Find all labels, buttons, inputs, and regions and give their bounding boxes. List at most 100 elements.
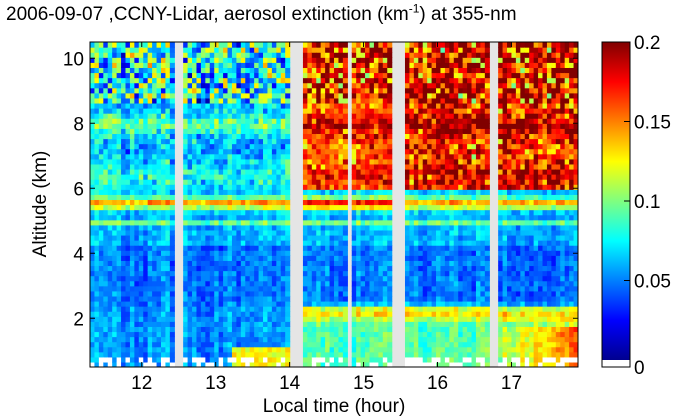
heatmap-cell: [351, 174, 357, 180]
heatmap-cell: [280, 316, 286, 322]
heatmap-cell: [458, 118, 464, 124]
heatmap-cell: [156, 77, 162, 84]
heatmap-cell: [440, 179, 446, 185]
heatmap-cell: [369, 174, 375, 180]
heatmap-cell: [356, 52, 362, 58]
heatmap-cell: [249, 240, 255, 246]
heatmap-cell: [311, 229, 317, 236]
heatmap-cell: [369, 245, 375, 251]
heatmap-cell: [351, 189, 357, 195]
heatmap-cell: [112, 133, 118, 140]
heatmap-cell: [329, 295, 335, 302]
heatmap-cell: [320, 295, 326, 302]
heatmap-cell: [214, 346, 220, 353]
heatmap-cell: [134, 346, 140, 353]
heatmap-cell: [302, 47, 308, 53]
heatmap-cell: [418, 285, 424, 292]
heatmap-cell: [316, 123, 322, 129]
heatmap-cell: [409, 174, 415, 180]
heatmap-cell: [444, 209, 450, 216]
heatmap-cell: [112, 168, 118, 175]
heatmap-cell: [467, 138, 473, 145]
heatmap-cell: [125, 168, 131, 175]
heatmap-cell: [134, 72, 140, 79]
heatmap-cell: [365, 72, 371, 79]
heatmap-cell: [307, 341, 313, 348]
heatmap-cell: [143, 52, 149, 58]
heatmap-cell: [125, 290, 131, 297]
heatmap-cell: [440, 118, 446, 124]
heatmap-cell: [422, 113, 428, 119]
heatmap-cell: [152, 214, 158, 221]
heatmap-cell: [316, 118, 322, 124]
heatmap-cell: [409, 42, 415, 48]
heatmap-cell: [147, 77, 153, 84]
heatmap-cell: [427, 118, 433, 124]
heatmap-cell: [90, 158, 96, 165]
heatmap-cell: [373, 224, 379, 231]
heatmap-cell: [285, 153, 291, 160]
heatmap-cell: [121, 214, 127, 221]
heatmap-cell: [147, 265, 153, 272]
heatmap-cell: [334, 113, 340, 119]
heatmap-cell: [209, 179, 215, 185]
heatmap-cell: [334, 285, 340, 292]
heatmap-cell: [125, 240, 131, 246]
heatmap-cell: [125, 153, 131, 160]
heatmap-cell: [103, 321, 109, 327]
heatmap-cell: [231, 102, 237, 109]
heatmap-cell: [325, 128, 331, 135]
heatmap-cell: [471, 72, 477, 79]
heatmap-cell: [467, 321, 473, 327]
heatmap-cell: [98, 285, 104, 292]
heatmap-cell: [285, 316, 291, 322]
heatmap-cell: [236, 260, 242, 267]
heatmap-cell: [431, 260, 437, 267]
heatmap-cell: [409, 250, 415, 256]
heatmap-cell: [311, 42, 317, 48]
heatmap-cell: [116, 179, 122, 185]
heatmap-cell: [98, 311, 104, 317]
heatmap-cell: [467, 326, 473, 333]
heatmap-cell: [373, 184, 379, 190]
heatmap-cell: [147, 113, 153, 119]
heatmap-cell: [125, 82, 131, 89]
heatmap-cell: [453, 224, 459, 231]
heatmap-cell: [453, 67, 459, 74]
heatmap-cell: [311, 138, 317, 145]
heatmap-cell: [254, 346, 260, 353]
heatmap-cell: [103, 295, 109, 302]
heatmap-cell: [436, 102, 442, 109]
heatmap-cell: [311, 143, 317, 150]
heatmap-cell: [125, 280, 131, 287]
heatmap-cell: [436, 97, 442, 104]
heatmap-cell: [227, 118, 233, 124]
heatmap-cell: [307, 52, 313, 58]
heatmap-cell: [183, 290, 189, 297]
heatmap-cell: [94, 229, 100, 236]
heatmap-cell: [156, 331, 162, 338]
heatmap-cell: [183, 42, 189, 48]
heatmap-cell: [200, 113, 206, 119]
heatmap-cell: [342, 128, 348, 135]
heatmap-cell: [263, 295, 269, 302]
heatmap-cell: [263, 97, 269, 104]
heatmap-cell: [409, 87, 415, 94]
heatmap-cell: [223, 194, 229, 201]
heatmap-cell: [90, 199, 96, 206]
heatmap-cell: [444, 153, 450, 160]
heatmap-cell: [404, 179, 411, 185]
heatmap-cell: [160, 316, 167, 322]
heatmap-cell: [418, 275, 424, 282]
heatmap-cell: [152, 245, 158, 251]
heatmap-cell: [121, 240, 127, 246]
heatmap-cell: [365, 87, 371, 94]
heatmap-cell: [307, 275, 313, 282]
heatmap-cell: [223, 285, 229, 292]
heatmap-cell: [249, 148, 255, 155]
heatmap-cell: [351, 311, 357, 317]
heatmap-cell: [209, 361, 215, 367]
heatmap-cells: [90, 42, 578, 367]
heatmap-cell: [90, 300, 96, 307]
heatmap-cell: [431, 102, 437, 109]
